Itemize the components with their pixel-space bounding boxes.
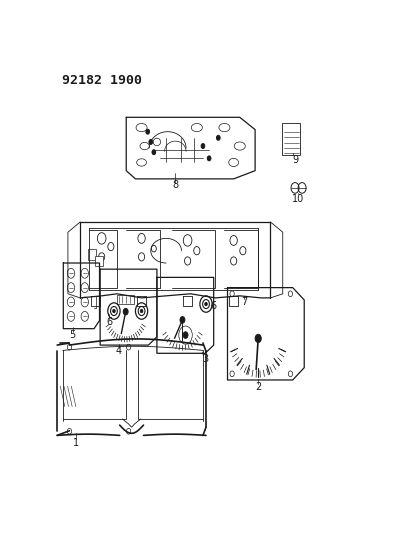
Circle shape xyxy=(113,309,115,313)
Circle shape xyxy=(180,317,185,323)
Text: 6: 6 xyxy=(106,317,112,327)
Circle shape xyxy=(183,332,188,338)
Text: 3: 3 xyxy=(202,354,208,364)
Circle shape xyxy=(123,309,128,315)
Circle shape xyxy=(217,135,220,140)
Text: 1: 1 xyxy=(72,438,79,448)
FancyBboxPatch shape xyxy=(95,256,103,266)
Text: 7: 7 xyxy=(241,297,248,307)
Text: 92182 1900: 92182 1900 xyxy=(62,74,142,87)
Text: 5: 5 xyxy=(69,330,76,340)
Circle shape xyxy=(149,140,152,144)
Text: 8: 8 xyxy=(172,180,178,190)
Text: 6: 6 xyxy=(211,301,217,311)
FancyBboxPatch shape xyxy=(282,123,300,155)
Circle shape xyxy=(207,156,211,161)
Text: 9: 9 xyxy=(292,155,298,165)
FancyBboxPatch shape xyxy=(88,249,97,260)
Circle shape xyxy=(201,143,205,149)
Text: 2: 2 xyxy=(255,382,261,392)
Circle shape xyxy=(152,150,156,155)
Text: 4: 4 xyxy=(116,346,122,356)
Circle shape xyxy=(255,334,261,343)
Circle shape xyxy=(146,129,150,134)
Circle shape xyxy=(140,309,143,313)
Circle shape xyxy=(205,302,207,306)
Text: 10: 10 xyxy=(292,193,304,204)
